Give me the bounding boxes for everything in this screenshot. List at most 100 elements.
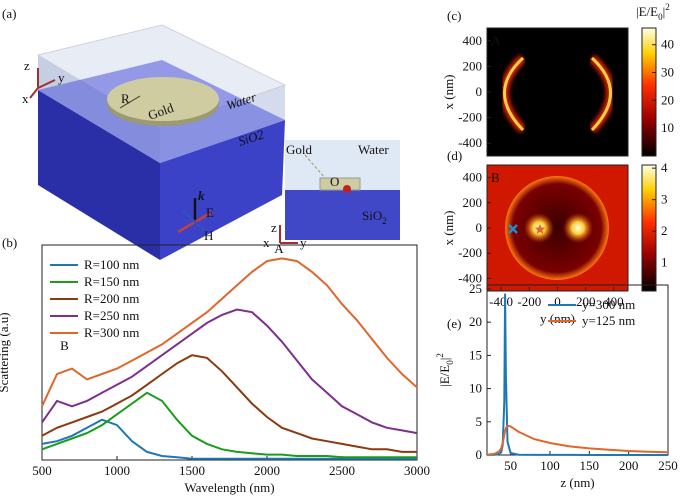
panel-label: (e) — [447, 316, 461, 331]
colorbar-tick-label: 1 — [661, 255, 668, 270]
inset-axis: y — [300, 235, 307, 250]
y-tick-label: 10 — [469, 381, 482, 396]
text-part: |E/E — [636, 4, 658, 19]
radius-arrow — [119, 95, 141, 109]
heatmap-image-d — [487, 165, 628, 291]
y-tick-label: 0 — [476, 447, 483, 462]
series-line — [41, 308, 418, 435]
y-axis-label: x (nm) — [441, 74, 456, 109]
y-tick-label: 200 — [463, 58, 483, 73]
substrate-left — [38, 90, 160, 260]
y-tick-label: 200 — [463, 195, 483, 210]
x-tick-label: -400 — [489, 294, 513, 309]
x-tick-label: 100 — [540, 458, 560, 473]
legend-label: R=250 nm — [84, 308, 139, 323]
legend-label: y=125 nm — [582, 313, 635, 328]
y-tick-label: 20 — [469, 314, 482, 329]
colorbar-frame — [641, 164, 657, 292]
text-part: | — [437, 358, 452, 361]
text-part: | — [663, 4, 666, 19]
x-tick-label: 1500 — [179, 463, 205, 478]
k-label: k — [198, 188, 205, 203]
legend-label: R=100 nm — [84, 257, 139, 272]
x-tick-label: 0 — [554, 294, 561, 309]
map-label: A — [491, 33, 501, 48]
y-axis-label: |E/E0|2 — [435, 353, 455, 387]
y-tick-label: 15 — [469, 347, 482, 362]
h-label: H — [204, 228, 213, 243]
legend-label: R=150 nm — [84, 274, 139, 289]
inset-axis: x — [263, 235, 270, 250]
x-tick-label: 200 — [576, 294, 596, 309]
inset-water: Water — [358, 142, 389, 157]
x-tick-label: -200 — [517, 294, 541, 309]
colorbar-tick-label: 2 — [661, 223, 668, 238]
panel-label: (a) — [2, 6, 16, 21]
y-tick-label: 400 — [463, 170, 483, 185]
panel-label: (c) — [447, 8, 461, 23]
colorbar-tick-label: 20 — [661, 92, 674, 107]
series-line — [41, 354, 417, 453]
legend-label: y=300 nm — [582, 297, 635, 312]
inset-origin: O — [330, 174, 339, 189]
y-tick-label: 5 — [476, 414, 483, 429]
colorbar-tick-label: 40 — [661, 37, 674, 52]
annotation: A — [274, 241, 284, 256]
colorbar-c — [642, 28, 656, 156]
legend-label: R=300 nm — [84, 325, 139, 340]
series-line — [486, 293, 668, 456]
panel-label: (b) — [2, 235, 17, 250]
y-tick-label: -400 — [458, 135, 482, 150]
x-axis-label: y (nm) — [540, 311, 575, 326]
y-tick-label: 400 — [463, 33, 483, 48]
text-part: SiO — [362, 208, 382, 223]
y-tick-label: 0 — [476, 220, 483, 235]
inset — [279, 140, 400, 244]
x-tick-label: 400 — [604, 294, 624, 309]
axis-name: x — [22, 91, 29, 106]
y-tick-label: -200 — [458, 110, 482, 125]
colorbar-label: |E/E0|2 — [636, 2, 670, 22]
y-tick-label: -400 — [458, 270, 482, 285]
inset-substrate: SiO2 — [362, 208, 387, 226]
text-part: 2 — [665, 2, 670, 12]
colorbar-tick-label: 4 — [661, 160, 668, 175]
x-tick-label: 250 — [658, 458, 678, 473]
gold-disk — [107, 77, 219, 121]
e-label: E — [206, 205, 214, 220]
colorbar-tick-label: 3 — [661, 192, 668, 207]
inset-gold: Gold — [286, 142, 313, 157]
axis-triad — [29, 68, 56, 99]
x-tick-label: 200 — [619, 458, 639, 473]
series-line — [41, 418, 417, 460]
radius-label: R — [121, 91, 130, 106]
x-tick-label: 1000 — [104, 463, 130, 478]
x-axis-label: z (nm) — [560, 475, 594, 490]
text-part: 0 — [658, 12, 663, 22]
x-tick-label: 150 — [580, 458, 600, 473]
x-tick-label: 3000 — [404, 463, 430, 478]
x-tick-label: 500 — [32, 463, 52, 478]
text-part: |E/E — [437, 365, 452, 387]
series-line — [486, 424, 669, 456]
y-axis-label: Scattering (a.u) — [0, 312, 11, 392]
x-tick-label: 2000 — [254, 463, 280, 478]
colorbar-tick-label: 30 — [661, 65, 674, 80]
y-axis-label: x (nm) — [441, 210, 456, 245]
text-part: 2 — [382, 216, 387, 226]
heatmap-image-c — [487, 28, 628, 156]
series-line — [41, 391, 417, 459]
map-label: B — [491, 170, 500, 185]
panel-label: (d) — [447, 148, 462, 163]
series-line — [41, 257, 418, 407]
x-axis-label: Wavelength (nm) — [184, 480, 274, 495]
field-vectors — [177, 198, 213, 235]
axis-name: z — [24, 58, 30, 73]
axis-name: y — [58, 70, 65, 85]
annotation: B — [60, 338, 69, 353]
text-part: 0 — [445, 360, 455, 365]
legend-label: R=200 nm — [84, 291, 139, 306]
schematic — [29, 24, 400, 260]
inset-axis: z — [271, 220, 277, 235]
